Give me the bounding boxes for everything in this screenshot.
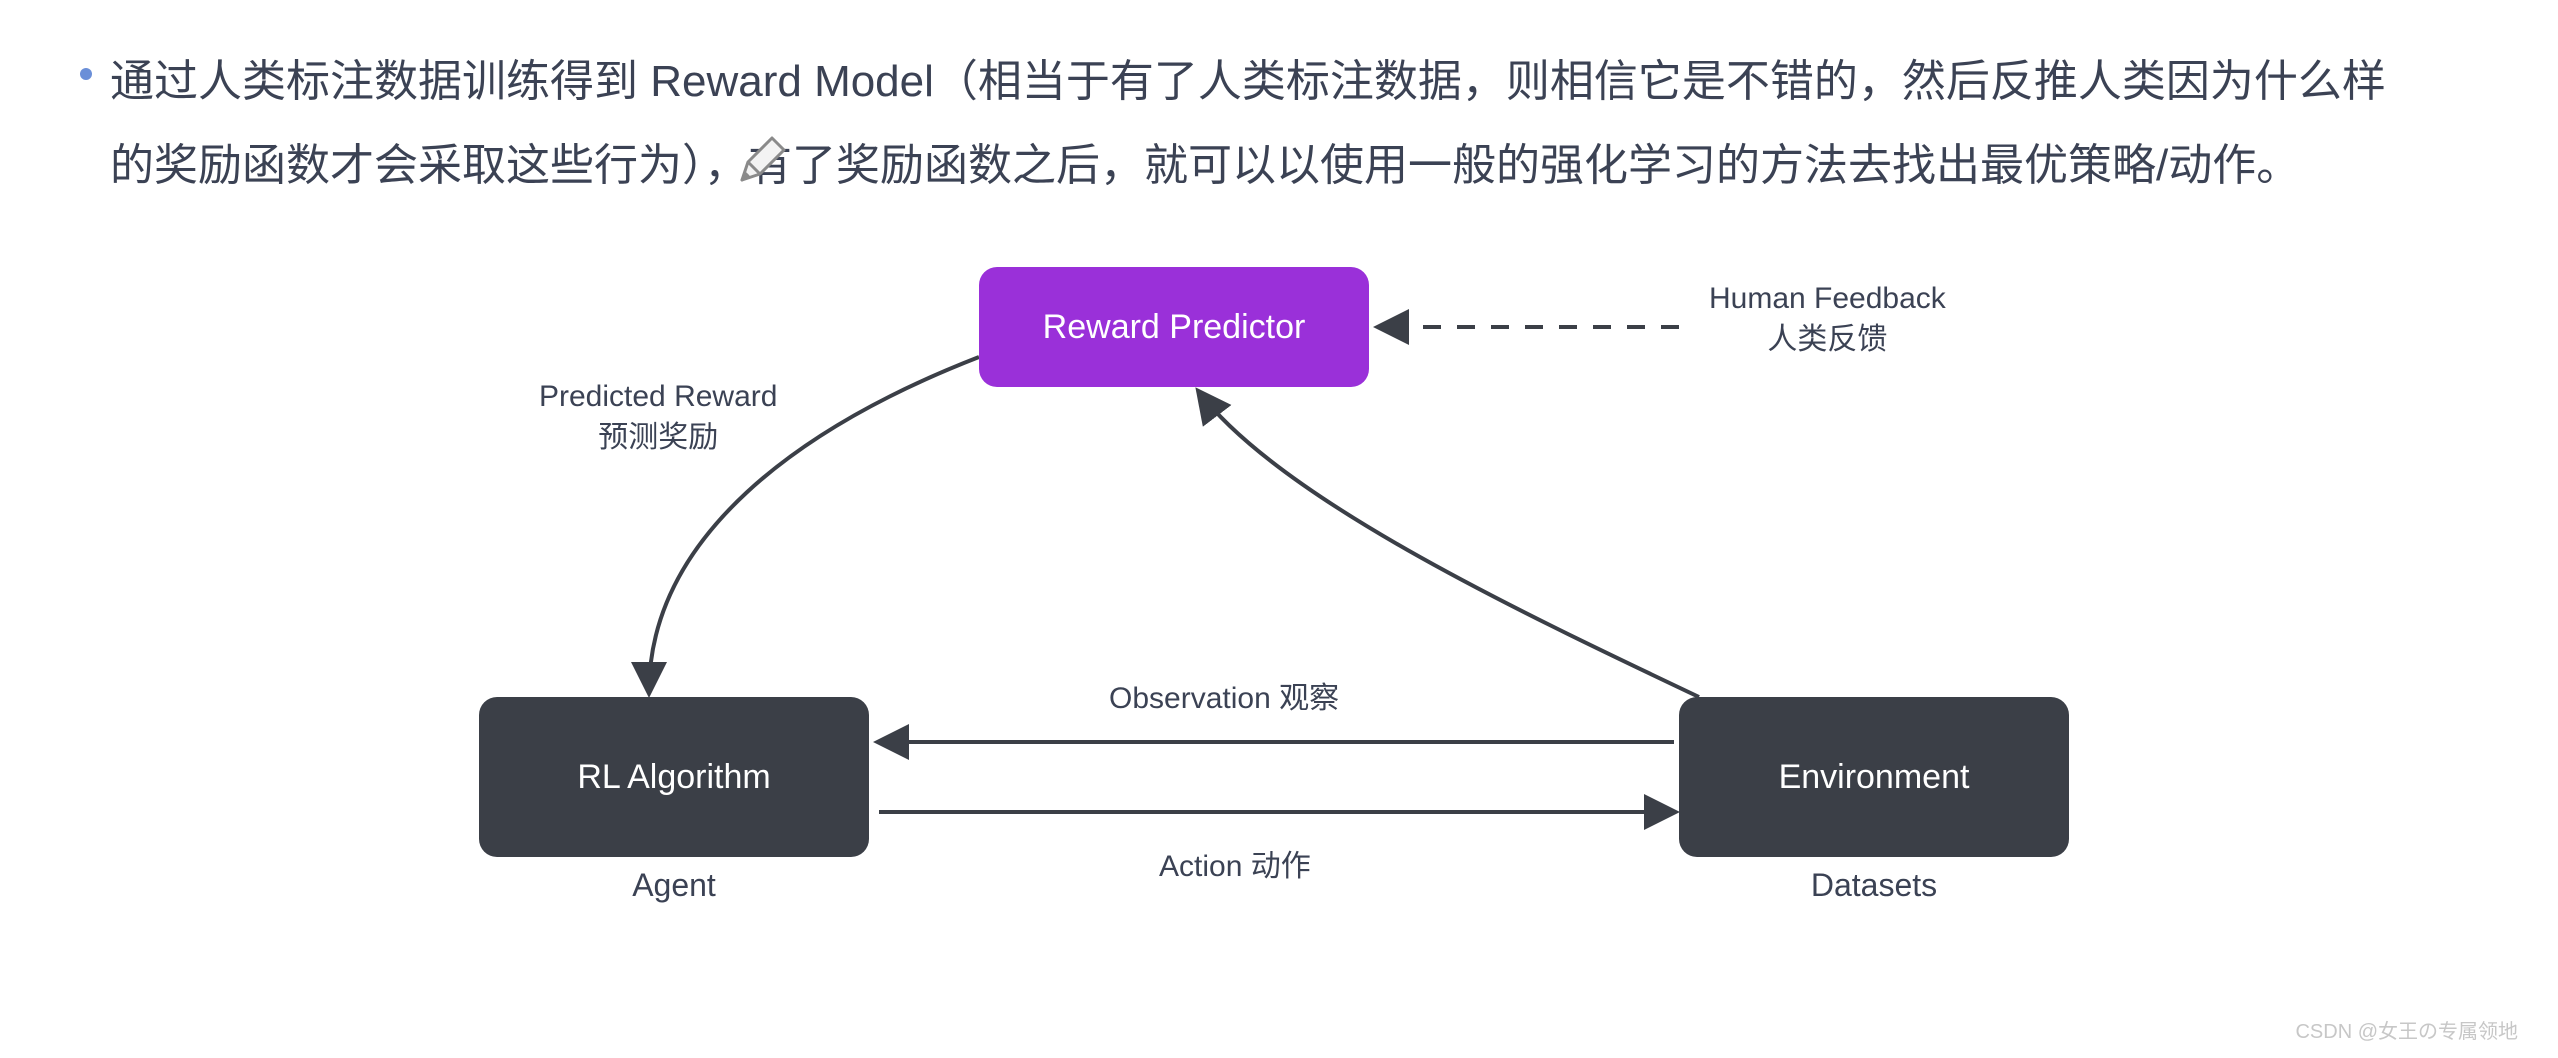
edge-env-to-predictor [1199,392,1699,697]
slide-page: 通过人类标注数据训练得到 Reward Model（相当于有了人类标注数据，则相… [0,0,2558,1058]
bullet-dot-icon [80,68,92,80]
label-human-feedback: Human Feedback 人类反馈 [1709,279,1946,360]
node-reward-predictor: Reward Predictor [979,267,1369,387]
node-label: Environment [1779,758,1970,797]
label-line: Predicted Reward [539,377,777,418]
label-observation: Observation 观察 [1109,679,1339,720]
sublabel-datasets: Datasets [1679,867,2069,904]
node-label: Reward Predictor [1043,308,1306,347]
bullet-row: 通过人类标注数据训练得到 Reward Model（相当于有了人类标注数据，则相… [80,40,2478,207]
label-action: Action 动作 [1159,847,1311,888]
label-line: Human Feedback [1709,279,1946,320]
bullet-text: 通过人类标注数据训练得到 Reward Model（相当于有了人类标注数据，则相… [110,40,2410,207]
node-label: RL Algorithm [577,758,770,797]
node-environment: Environment [1679,697,2069,857]
label-line: 人类反馈 [1709,320,1946,361]
rlhf-diagram: Reward Predictor RL Algorithm Agent Envi… [279,237,2279,937]
node-rl-algorithm: RL Algorithm [479,697,869,857]
label-line: 预测奖励 [539,418,777,459]
sublabel-agent: Agent [479,867,869,904]
label-predicted-reward: Predicted Reward 预测奖励 [539,377,777,458]
watermark-text: CSDN @女王の专属领地 [2295,1015,2518,1044]
